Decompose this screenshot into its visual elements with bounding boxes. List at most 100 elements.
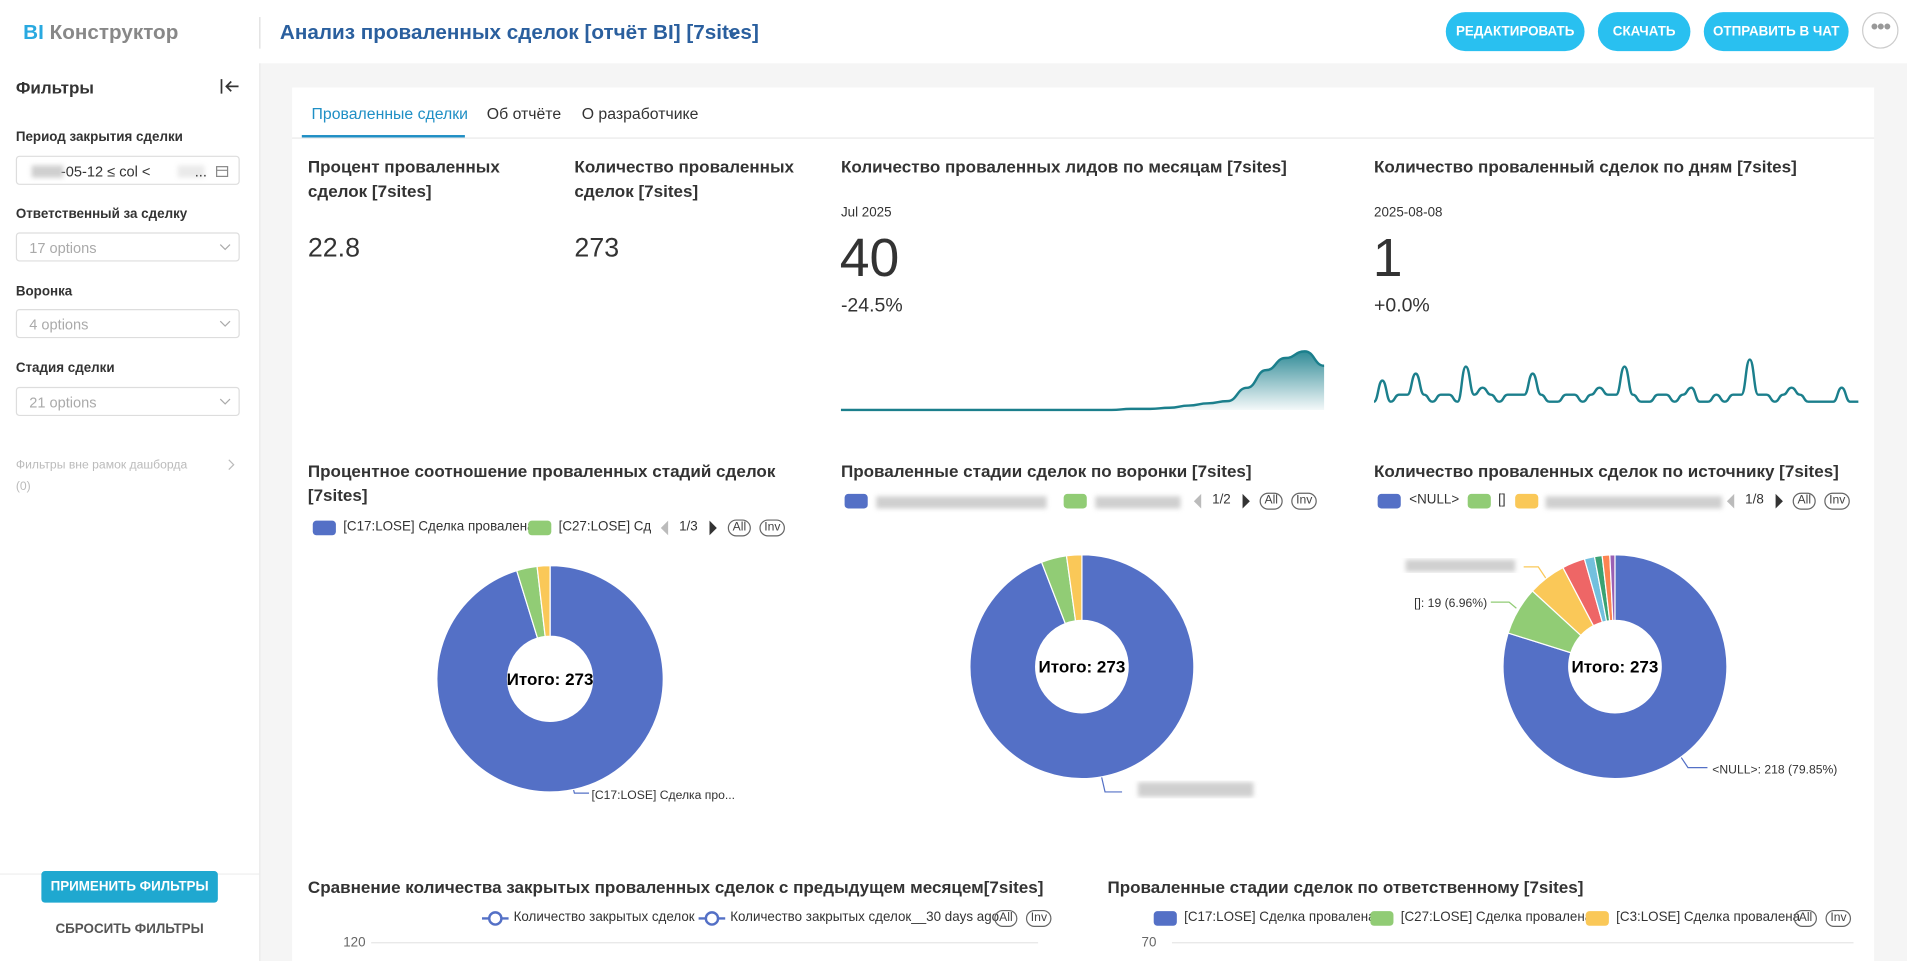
outside-filters[interactable]: Фильтры вне рамок дашборда — [15, 458, 188, 473]
legend-item[interactable]: [C17:LOSE] Сделка провалена — [1184, 909, 1376, 925]
apply-button[interactable]: ПРИМЕНИТЬ ФИЛЬТРЫ — [41, 871, 218, 903]
card-title: Количество проваленных сделок по источни… — [1373, 461, 1839, 481]
select-filter[interactable]: 21 options — [15, 386, 240, 417]
inv-button[interactable]: Inv — [1025, 909, 1052, 927]
legend-icon — [481, 911, 509, 926]
inv-button[interactable]: Inv — [1291, 492, 1318, 510]
trend-change: +0.0% — [1373, 295, 1430, 317]
filter-value: 21 options — [29, 394, 97, 412]
all-button[interactable]: All — [727, 519, 752, 537]
outside-count: (0) — [15, 480, 31, 494]
legend-item[interactable]: [C27:LOSE] Сдел — [558, 519, 652, 535]
y-tick-label: 120 — [343, 935, 366, 951]
filter-label: Воронка — [15, 284, 73, 300]
date-filter[interactable]: -05-12 ≤ col <... — [15, 155, 240, 185]
reset-button[interactable]: СБРОСИТЬ ФИЛЬТРЫ — [55, 922, 204, 937]
inv-button[interactable]: Inv — [759, 519, 786, 537]
legend-item[interactable]: [C27:LOSE] Сделка провалена — [1400, 909, 1593, 925]
collapse-icon[interactable] — [220, 78, 239, 95]
legend-swatch — [528, 520, 552, 536]
legend-item[interactable]: Количество закрытых сделок — [513, 909, 695, 925]
sidebar-title: Фильтры — [15, 77, 94, 98]
pie-slice — [1502, 554, 1728, 780]
legend-item[interactable]: [C17:LOSE] Сделка провалена — [343, 519, 535, 535]
legend-item[interactable]: <NULL> — [1409, 492, 1460, 508]
line — [1373, 358, 1859, 403]
legend-icon — [698, 911, 726, 926]
legend-item[interactable]: Количество закрытых сделок__30 days ago — [730, 909, 1000, 925]
donut-total: Итого: 273 — [507, 670, 594, 689]
donut-total: Итого: 273 — [1039, 658, 1126, 677]
filter-label: Ответственный за сделку — [15, 206, 188, 222]
select-filter[interactable]: 17 options — [15, 232, 240, 262]
y-tick-label: 70 — [1141, 935, 1157, 951]
legend-pager: 1/2 — [1212, 492, 1231, 508]
filter-value: -05-12 ≤ col < — [60, 163, 151, 181]
card-title: Количество проваленный сделок по дням [7… — [1373, 156, 1797, 177]
pager-arrows[interactable] — [658, 519, 721, 536]
blurred-label — [1137, 782, 1254, 797]
title-chevron[interactable] — [727, 27, 742, 39]
callout-label: <NULL>: 218 (79.85%) — [1712, 763, 1837, 777]
kpi-value: 273 — [574, 232, 620, 263]
pager-arrows[interactable] — [1191, 493, 1254, 510]
donut-total: Итого: 273 — [1572, 658, 1659, 677]
card-title: Количество проваленных лидов по месяцам … — [840, 156, 1287, 177]
pie-slice — [1065, 554, 1083, 622]
tab-active[interactable]: Проваленные сделки — [311, 104, 469, 123]
legend-item[interactable]: [] — [1498, 492, 1506, 508]
panel — [292, 87, 1875, 961]
calendar-icon — [216, 166, 229, 178]
callout-label: [C17:LOSE] Сделка про... — [591, 788, 735, 802]
blurred-label — [1405, 559, 1516, 572]
legend-item[interactable]: [C3:LOSE] Сделка провалена — [1616, 909, 1801, 925]
pie-slice — [969, 554, 1195, 780]
callout-line — [1523, 566, 1549, 582]
send-button[interactable]: ОТПРАВИТЬ В ЧАТ — [1703, 12, 1849, 52]
legend-swatch — [1515, 493, 1539, 509]
pie-slice — [536, 565, 551, 638]
legend-swatch — [844, 493, 868, 509]
card-title: Проваленные стадии сделок по ответственн… — [1107, 877, 1584, 897]
legend-swatch — [1153, 911, 1177, 926]
trend-value: 1 — [1372, 228, 1403, 289]
pie-slice — [436, 565, 664, 793]
legend-swatch — [312, 520, 336, 536]
kpi-value: 22.8 — [307, 232, 361, 263]
select-filter[interactable]: 4 options — [15, 308, 240, 339]
all-button[interactable]: All — [1793, 909, 1818, 927]
chevrons — [219, 244, 231, 405]
download-button[interactable]: СКАЧАТЬ — [1597, 12, 1691, 52]
card-title: Сравнение количества закрытых проваленны… — [307, 877, 1044, 897]
inv-button[interactable]: Inv — [1825, 909, 1852, 927]
all-button[interactable]: All — [1259, 492, 1283, 510]
card-title: Количество проваленных сделок [7sites] — [574, 156, 794, 201]
edit-button[interactable]: РЕДАКТИРОВАТЬ — [1445, 12, 1585, 52]
callout-line — [1100, 775, 1123, 793]
trend-value: 40 — [839, 228, 900, 289]
filter-value: 4 options — [29, 316, 89, 334]
area — [840, 351, 1325, 410]
callout-line — [1490, 601, 1517, 609]
tab[interactable]: Об отчёте — [486, 104, 562, 123]
legend-pager: 1/8 — [1745, 492, 1764, 508]
report-title[interactable]: Анализ проваленных сделок [отчёт BI] [7s… — [279, 20, 759, 44]
tab-bar-line — [292, 137, 1875, 139]
tab[interactable]: О разработчике — [581, 104, 699, 123]
inv-button[interactable]: Inv — [1824, 492, 1851, 510]
pager-arrows[interactable] — [1724, 493, 1787, 510]
all-button[interactable]: All — [1792, 492, 1816, 510]
legend-swatch — [1370, 911, 1394, 926]
tab-underline — [301, 135, 465, 138]
legend-swatch — [1377, 493, 1401, 509]
logo: BI Конструктор — [23, 21, 178, 45]
trend-period: 2025-08-08 — [1373, 205, 1443, 221]
topbar — [0, 0, 1907, 64]
more-button[interactable]: ••• — [1862, 12, 1899, 49]
all-button[interactable]: All — [994, 909, 1018, 927]
legend-pager: 1/3 — [679, 519, 698, 535]
legend-swatch — [1585, 911, 1609, 926]
